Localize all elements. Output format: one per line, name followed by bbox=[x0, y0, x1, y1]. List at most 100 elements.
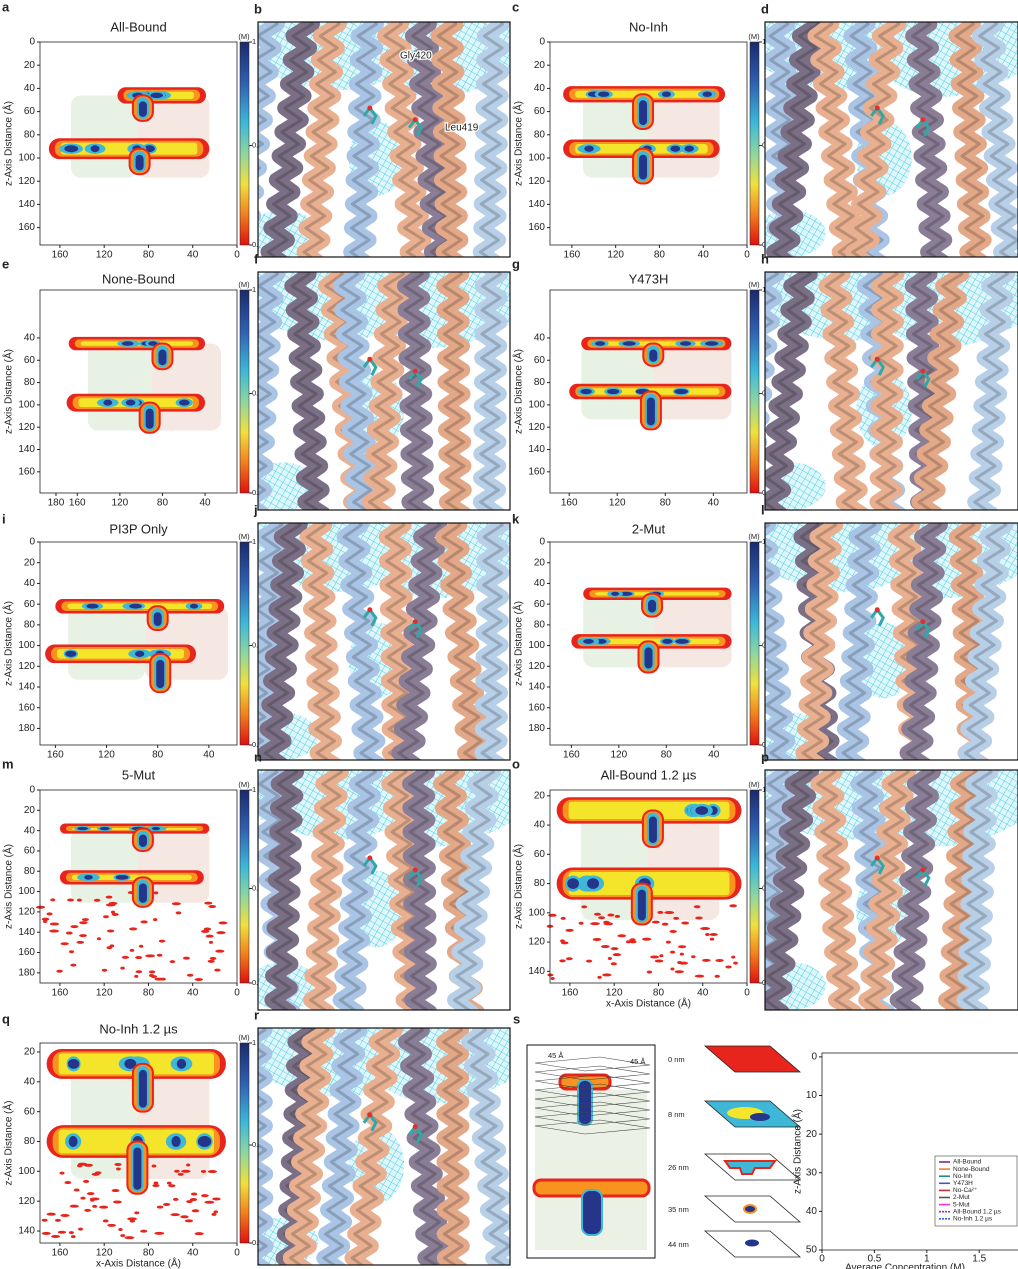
density-core bbox=[152, 827, 160, 830]
density-speck bbox=[67, 899, 74, 902]
density-core bbox=[64, 145, 78, 152]
y-tick-label: 140 bbox=[528, 444, 545, 455]
colorbar bbox=[240, 790, 249, 983]
x-tick-label: 80 bbox=[157, 498, 169, 509]
density-speck bbox=[140, 1230, 147, 1233]
y-tick-label: 100 bbox=[528, 907, 545, 918]
density-speck bbox=[604, 922, 614, 925]
density-speck bbox=[208, 905, 216, 908]
density-stem bbox=[649, 816, 657, 843]
y-tick-label: 20 bbox=[24, 1047, 36, 1058]
x-tick-label: 0 bbox=[234, 1248, 240, 1259]
x-tick-label: 160 bbox=[562, 988, 579, 999]
density-speck bbox=[670, 951, 675, 954]
density-core bbox=[695, 806, 708, 815]
x-tick-label: 120 bbox=[96, 250, 113, 261]
panel-title: PI3P Only bbox=[109, 521, 168, 536]
y-tick-label: 20 bbox=[534, 790, 546, 801]
density-speck bbox=[186, 1164, 190, 1167]
x-tick-label: 0 bbox=[234, 250, 240, 261]
density-speck bbox=[84, 1164, 93, 1167]
colorbar bbox=[240, 290, 249, 493]
density-speck bbox=[594, 913, 601, 916]
panel-letter: o bbox=[512, 756, 520, 771]
panel-title: 2-Mut bbox=[632, 521, 666, 536]
y-tick-label: 60 bbox=[24, 599, 36, 610]
density-speck bbox=[647, 971, 652, 974]
y-tick-label: 160 bbox=[528, 222, 545, 233]
density-speck bbox=[77, 899, 82, 902]
density-speck bbox=[212, 1197, 220, 1200]
y-tick-label: 100 bbox=[528, 153, 545, 164]
density-speck bbox=[74, 1189, 80, 1192]
density-speck bbox=[59, 1172, 64, 1175]
y-tick-label: 140 bbox=[18, 927, 35, 938]
density-speck bbox=[659, 954, 663, 957]
density-speck bbox=[733, 962, 738, 965]
density-stem bbox=[139, 1070, 147, 1108]
colorbar bbox=[240, 1043, 249, 1243]
density-speck bbox=[70, 964, 76, 967]
residue-atom bbox=[367, 607, 372, 612]
density-speck bbox=[187, 974, 193, 977]
residue-atom bbox=[920, 369, 925, 374]
density-speck bbox=[130, 949, 135, 952]
colorbar-unit: (M) bbox=[238, 780, 250, 789]
density-speck bbox=[593, 938, 602, 941]
panel-title: None-Bound bbox=[102, 271, 175, 286]
box-label: 45 Å bbox=[630, 1057, 645, 1066]
density-speck bbox=[548, 914, 556, 917]
density-speck bbox=[103, 1219, 109, 1222]
density-core bbox=[680, 341, 691, 345]
colorbar-unit: (M) bbox=[748, 32, 760, 41]
density-speck bbox=[170, 1213, 179, 1216]
y-tick-label: 60 bbox=[24, 1106, 36, 1117]
density-speck bbox=[204, 902, 212, 905]
density-speck bbox=[163, 1203, 170, 1206]
x-tick-label: 80 bbox=[660, 498, 672, 509]
density-speck bbox=[161, 978, 166, 981]
density-speck bbox=[598, 916, 605, 919]
legend-label: No-Inh bbox=[953, 1173, 973, 1180]
density-speck bbox=[617, 934, 626, 937]
density-speck bbox=[79, 934, 87, 937]
residue-atom bbox=[367, 1112, 372, 1117]
y-tick-label: 140 bbox=[528, 682, 545, 693]
density-speck bbox=[129, 927, 137, 930]
x-tick-label: 0 bbox=[234, 988, 240, 999]
density-speck bbox=[561, 917, 566, 920]
density-speck bbox=[94, 899, 101, 902]
x-tick-label: 160 bbox=[561, 498, 578, 509]
density-speck bbox=[36, 906, 45, 909]
density-speck bbox=[666, 941, 671, 944]
density-core bbox=[607, 389, 619, 394]
density-speck bbox=[673, 917, 679, 920]
panel-letter: c bbox=[512, 0, 519, 14]
density-speck bbox=[709, 933, 717, 936]
density-map bbox=[49, 87, 209, 177]
density-speck bbox=[43, 920, 47, 923]
layer-spot bbox=[750, 1113, 770, 1121]
density-stem bbox=[139, 101, 147, 117]
y-tick-label: 40 bbox=[534, 820, 546, 831]
density-core bbox=[68, 1059, 79, 1069]
density-speck bbox=[157, 954, 163, 957]
density-core bbox=[179, 400, 190, 406]
density-speck bbox=[66, 932, 73, 935]
density-speck bbox=[208, 1170, 217, 1173]
density-core bbox=[662, 91, 671, 96]
x-tick-label: 160 bbox=[564, 250, 581, 261]
colorbar-tick-label: 1 bbox=[252, 285, 256, 294]
density-stem bbox=[639, 155, 647, 180]
panel-title: No-Inh 1.2 µs bbox=[99, 1021, 178, 1036]
density-speck bbox=[204, 928, 211, 931]
density-speck bbox=[192, 1209, 200, 1212]
density-speck bbox=[157, 1206, 164, 1209]
density-speck bbox=[111, 911, 115, 914]
density-speck bbox=[204, 1201, 214, 1204]
density-stem bbox=[638, 890, 646, 921]
density-speck bbox=[116, 1168, 121, 1171]
density-core bbox=[84, 875, 93, 880]
density-speck bbox=[597, 976, 601, 979]
x-tick-label: 80 bbox=[143, 1248, 155, 1259]
